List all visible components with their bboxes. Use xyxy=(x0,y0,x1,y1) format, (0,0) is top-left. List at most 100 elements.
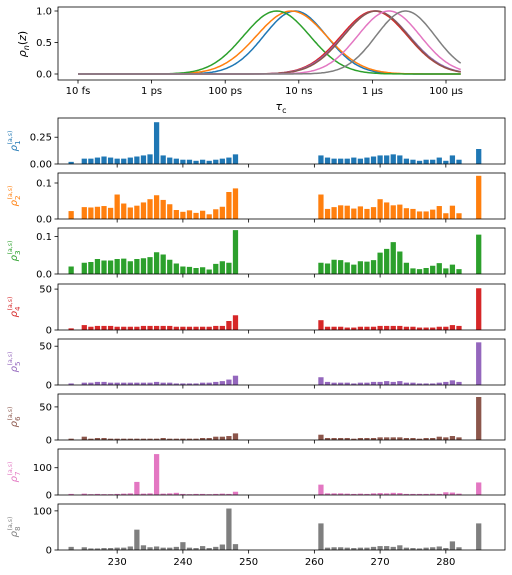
bar xyxy=(397,204,403,219)
bar xyxy=(318,484,324,495)
bar xyxy=(403,547,410,550)
bar xyxy=(338,547,344,550)
y-tick-label: 100 xyxy=(33,506,52,517)
bar xyxy=(338,158,344,164)
bar xyxy=(127,157,133,164)
bar xyxy=(88,262,94,274)
bar xyxy=(430,209,436,219)
bar-panel-5: 0 50 ρ5(a,s) xyxy=(7,338,506,392)
y-tick-label: 0.0 xyxy=(36,270,52,281)
bar xyxy=(410,268,416,275)
bar xyxy=(357,158,364,164)
bar xyxy=(318,320,324,330)
bar xyxy=(107,494,114,495)
bar xyxy=(134,529,140,550)
bar xyxy=(140,438,147,440)
bar xyxy=(390,325,396,330)
bar xyxy=(331,158,337,164)
bar xyxy=(186,159,193,164)
bar xyxy=(199,159,206,164)
bar xyxy=(351,208,357,219)
bar xyxy=(397,545,403,550)
bar xyxy=(127,493,133,495)
bar xyxy=(377,325,383,330)
y-tick-label: 0 xyxy=(46,381,52,392)
plot-frame xyxy=(57,117,506,165)
bar xyxy=(153,438,160,440)
bar xyxy=(331,326,337,330)
bar xyxy=(344,262,350,275)
plot-frame xyxy=(57,227,506,275)
y-tick-label: 0.1 xyxy=(36,232,52,243)
y-tick-label: 50 xyxy=(39,285,52,296)
bar xyxy=(370,493,377,495)
y-axis-label: ρ1(a,s) xyxy=(7,131,22,152)
bar xyxy=(88,382,94,385)
x-tick-label: 1 ps xyxy=(141,86,162,97)
bar-panel-2: 0.0 0.1 ρ2(a,s) xyxy=(7,172,506,226)
bar xyxy=(416,383,423,385)
bar xyxy=(338,438,344,440)
bar xyxy=(449,541,456,550)
bar xyxy=(403,438,410,440)
bar xyxy=(390,546,396,550)
bar xyxy=(476,482,482,495)
bar xyxy=(443,268,449,275)
bar xyxy=(377,493,383,495)
bar xyxy=(193,268,199,274)
distribution-curve-8 xyxy=(78,10,462,75)
bar xyxy=(68,546,74,550)
bar xyxy=(219,261,225,274)
bar xyxy=(436,326,442,330)
bar xyxy=(68,493,74,495)
bar xyxy=(232,375,239,385)
bar xyxy=(107,438,114,440)
bar xyxy=(331,547,337,550)
bar xyxy=(364,382,370,385)
bar xyxy=(476,149,482,164)
bar xyxy=(101,494,107,495)
bar xyxy=(331,493,337,495)
bar xyxy=(390,205,396,219)
bar xyxy=(370,156,377,164)
y-axis-label: ρ3(a,s) xyxy=(7,241,22,262)
bar xyxy=(384,493,390,495)
bar xyxy=(88,438,94,440)
bar xyxy=(416,493,423,495)
y-tick-label: 0.00 xyxy=(30,160,52,171)
bar xyxy=(324,493,331,495)
bar xyxy=(344,493,350,495)
bar xyxy=(160,199,166,219)
bar xyxy=(147,382,153,385)
x-tick-label: 100 ps xyxy=(208,86,242,97)
bar xyxy=(121,326,127,330)
bar xyxy=(384,202,390,219)
bar xyxy=(318,523,324,550)
bar xyxy=(410,208,416,219)
bar xyxy=(180,266,186,274)
bar xyxy=(390,154,396,164)
bar xyxy=(384,381,390,385)
bar xyxy=(134,481,140,495)
bar xyxy=(232,491,239,495)
bar xyxy=(206,269,212,274)
bar-panel-3: 0.0 0.1 ρ3(a,s) xyxy=(7,227,506,281)
y-tick-label: 0 xyxy=(46,326,52,337)
bar xyxy=(476,342,482,385)
bar xyxy=(377,437,383,440)
bar xyxy=(140,382,147,385)
bar xyxy=(173,263,179,274)
bar xyxy=(206,494,212,495)
bar xyxy=(180,326,186,330)
bar xyxy=(219,325,225,330)
bar xyxy=(370,260,377,275)
bar xyxy=(423,268,429,274)
bar xyxy=(134,438,140,440)
x-tick-label: 1 μs xyxy=(362,86,383,97)
bar xyxy=(68,328,74,330)
x-tick-label: 260 xyxy=(305,557,324,568)
y-axis-label: ρn(z) xyxy=(16,31,31,57)
bar xyxy=(476,234,482,275)
x-tick-label: 100 μs xyxy=(429,86,463,97)
bar xyxy=(370,326,377,330)
